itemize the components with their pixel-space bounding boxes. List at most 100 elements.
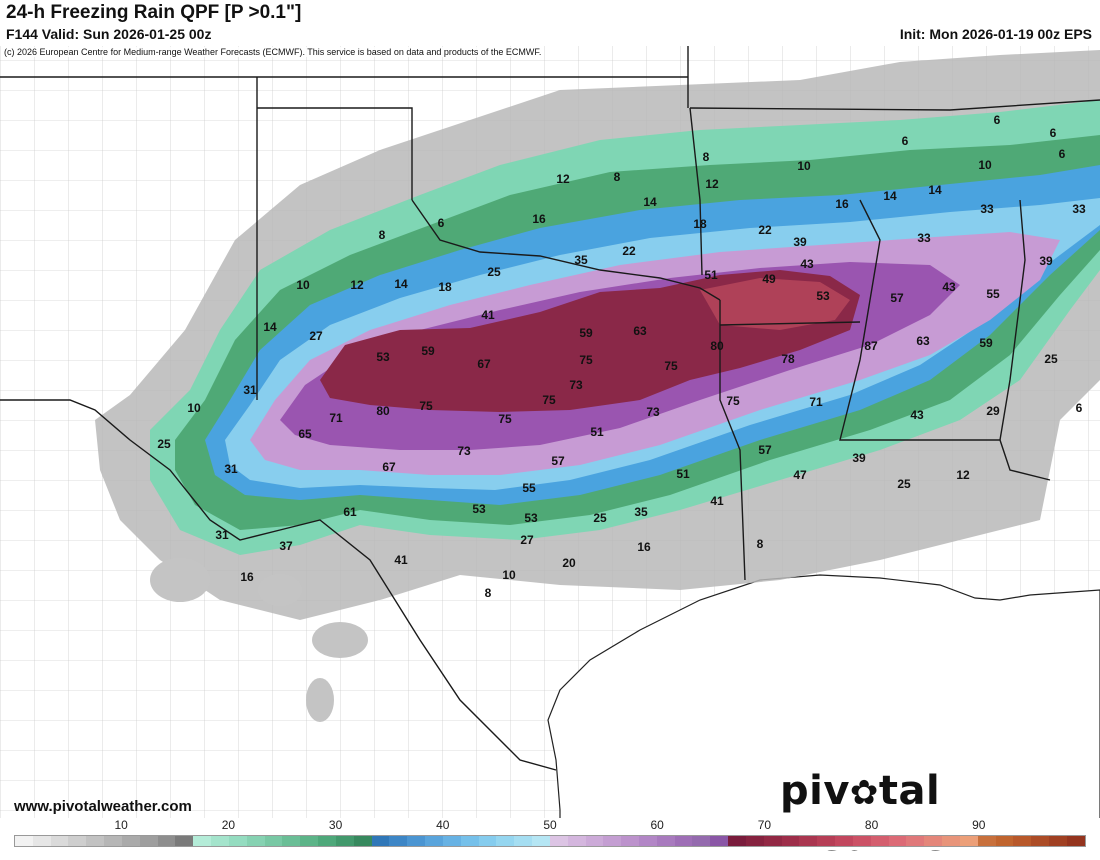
legend-swatch — [228, 836, 247, 846]
value-label: 6 — [994, 113, 1001, 127]
value-label: 33 — [1072, 202, 1086, 216]
legend-swatch — [496, 836, 515, 846]
legend-ticks: 10 20 30 40 50 60 70 80 90 — [14, 818, 1086, 832]
value-label: 59 — [579, 326, 593, 340]
legend-swatch — [407, 836, 426, 846]
legend-swatch — [371, 836, 390, 846]
value-label: 65 — [298, 427, 312, 441]
value-label: 35 — [634, 505, 648, 519]
map-header: 24-h Freezing Rain QPF [P >0.1"] F144 Va… — [0, 0, 1100, 46]
value-label: 16 — [240, 570, 254, 584]
value-label: 14 — [928, 183, 942, 197]
legend-swatch — [50, 836, 69, 846]
value-label: 80 — [710, 339, 724, 353]
precip-speckles — [150, 558, 368, 722]
legend-swatch — [193, 836, 212, 846]
value-label: 39 — [1039, 254, 1053, 268]
legend-swatch — [15, 836, 33, 846]
legend-swatch — [264, 836, 283, 846]
value-label: 22 — [758, 223, 772, 237]
value-label: 6 — [1076, 401, 1083, 415]
precip-zone-max-bright — [700, 278, 850, 330]
value-label: 8 — [614, 170, 621, 184]
value-label: 10 — [978, 158, 992, 172]
legend-swatch — [710, 836, 729, 846]
legend-swatch — [942, 836, 960, 846]
value-label: 41 — [481, 308, 495, 322]
value-label: 14 — [394, 277, 408, 291]
legend-swatch — [692, 836, 711, 846]
value-label: 75 — [579, 353, 593, 367]
legend-swatch — [603, 836, 622, 846]
value-label: 75 — [664, 359, 678, 373]
legend-swatch — [68, 836, 87, 846]
legend-tick-label: 20 — [221, 818, 236, 832]
value-label: 49 — [762, 272, 776, 286]
legend-swatch — [906, 836, 925, 846]
value-label: 75 — [498, 412, 512, 426]
legend-swatch — [442, 836, 461, 846]
value-label: 51 — [590, 425, 604, 439]
value-label: 51 — [676, 467, 690, 481]
value-label: 10 — [187, 401, 201, 415]
legend-tick-label: 40 — [436, 818, 450, 832]
value-label: 31 — [243, 383, 257, 397]
legend-swatch — [246, 836, 265, 846]
value-label: 53 — [524, 511, 538, 525]
legend-tick-label: 70 — [757, 818, 772, 832]
value-label: 75 — [726, 394, 740, 408]
legend-swatch — [1031, 836, 1050, 846]
site-url[interactable]: www.pivotalweather.com — [14, 798, 192, 815]
value-label: 57 — [758, 443, 772, 457]
legend-swatch — [425, 836, 443, 846]
value-label: 41 — [394, 553, 408, 567]
value-label: 67 — [477, 357, 491, 371]
legend-swatch — [799, 836, 818, 846]
legend-swatch — [1049, 836, 1067, 846]
gulf-water — [547, 574, 1100, 820]
value-label: 12 — [705, 177, 719, 191]
value-label: 67 — [382, 460, 396, 474]
legend-swatch — [549, 836, 568, 846]
legend-swatch — [852, 836, 871, 846]
legend-tick-label: 90 — [972, 818, 986, 832]
legend-swatch — [959, 836, 978, 846]
value-label: 25 — [157, 437, 171, 451]
value-label: 43 — [942, 280, 956, 294]
legend-swatch — [745, 836, 764, 846]
value-label: 59 — [421, 344, 435, 358]
value-label: 73 — [569, 378, 583, 392]
legend-swatch — [924, 836, 943, 846]
legend-swatch — [817, 836, 836, 846]
legend-tick-label: 60 — [650, 818, 664, 832]
legend-swatch — [567, 836, 586, 846]
value-label: 10 — [296, 278, 310, 292]
legend-swatch — [514, 836, 533, 846]
value-label: 8 — [485, 586, 492, 600]
value-label: 25 — [487, 265, 501, 279]
value-label: 6 — [902, 134, 909, 148]
value-label: 18 — [438, 280, 452, 294]
legend-swatch — [389, 836, 408, 846]
legend-swatch — [104, 836, 122, 846]
legend-tick-label: 50 — [543, 818, 557, 832]
copyright-notice: (c) 2026 European Centre for Medium-rang… — [2, 47, 544, 57]
init-time: Init: Mon 2026-01-19 00z EPS — [899, 26, 1092, 42]
value-label: 27 — [309, 329, 323, 343]
valid-time: F144 Valid: Sun 2026-01-25 00z — [6, 26, 212, 42]
value-label: 47 — [793, 468, 807, 482]
value-label: 14 — [643, 195, 657, 209]
value-label: 29 — [986, 404, 1000, 418]
value-label: 53 — [816, 289, 830, 303]
color-legend: 10 20 30 40 50 60 70 80 90 — [0, 818, 1100, 850]
forecast-map: 6 6 6 6 8 10 10 12 8 12 14 14 16 14 33 33 16 6 18 22 8 39 33 22… — [0, 46, 1100, 820]
legend-swatch — [835, 836, 853, 846]
value-label: 59 — [979, 336, 993, 350]
legend-swatch — [318, 836, 336, 846]
legend-swatch — [1066, 836, 1085, 846]
legend-swatch — [532, 836, 550, 846]
value-label: 18 — [693, 217, 707, 231]
legend-swatch — [282, 836, 301, 846]
legend-swatch — [121, 836, 140, 846]
